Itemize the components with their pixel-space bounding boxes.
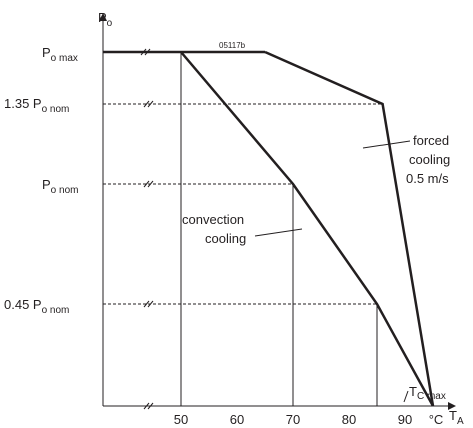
x-axis-title: TA (449, 408, 464, 427)
convection-label-line-2: cooling (205, 231, 246, 246)
y-level-label-max: Po max (42, 45, 78, 64)
x-tick-label-70: 70 (286, 412, 300, 427)
guide-break-1-b (147, 180, 154, 188)
series-convection (180, 51, 435, 407)
x-axis-break-b (147, 402, 154, 410)
x-tick-label-80: 80 (342, 412, 356, 427)
forced-leader (362, 140, 411, 149)
guide-lines (103, 52, 383, 406)
forced-label-line-2: cooling (409, 152, 450, 167)
series-forced (264, 50, 435, 407)
labels: Po TA Po max 1.35 Po nom Po nom 0.45 Po nom 50… (4, 10, 464, 427)
tc-max-leader (403, 390, 409, 403)
series (103, 50, 435, 407)
guide-break-2-b (147, 300, 154, 308)
y-level-label-nom: Po nom (42, 177, 78, 196)
guide-break-0-a (143, 100, 150, 108)
y-axis-title: Po (98, 10, 113, 29)
x-unit-label: °C (429, 412, 444, 427)
y-level-label-p045: 0.45 Po nom (4, 297, 69, 316)
guide-break-0-b (147, 100, 154, 108)
forced-label-line-1: forced (413, 133, 449, 148)
x-tick-label-90: 90 (398, 412, 412, 427)
convection-label-line-1: convection (182, 212, 244, 227)
x-axis-break-a (143, 402, 150, 410)
y-level-label-p135: 1.35 Po nom (4, 96, 69, 115)
forced-label-line-3: 0.5 m/s (406, 171, 449, 186)
x-tick-label-60: 60 (230, 412, 244, 427)
guide-break-1-a (143, 180, 150, 188)
convection-leader (254, 228, 303, 237)
guide-break-2-a (143, 300, 150, 308)
x-tick-label-50: 50 (174, 412, 188, 427)
axes (99, 13, 456, 410)
figure-code: 05117b (219, 41, 246, 50)
tc-max-label: TC max (409, 384, 446, 402)
